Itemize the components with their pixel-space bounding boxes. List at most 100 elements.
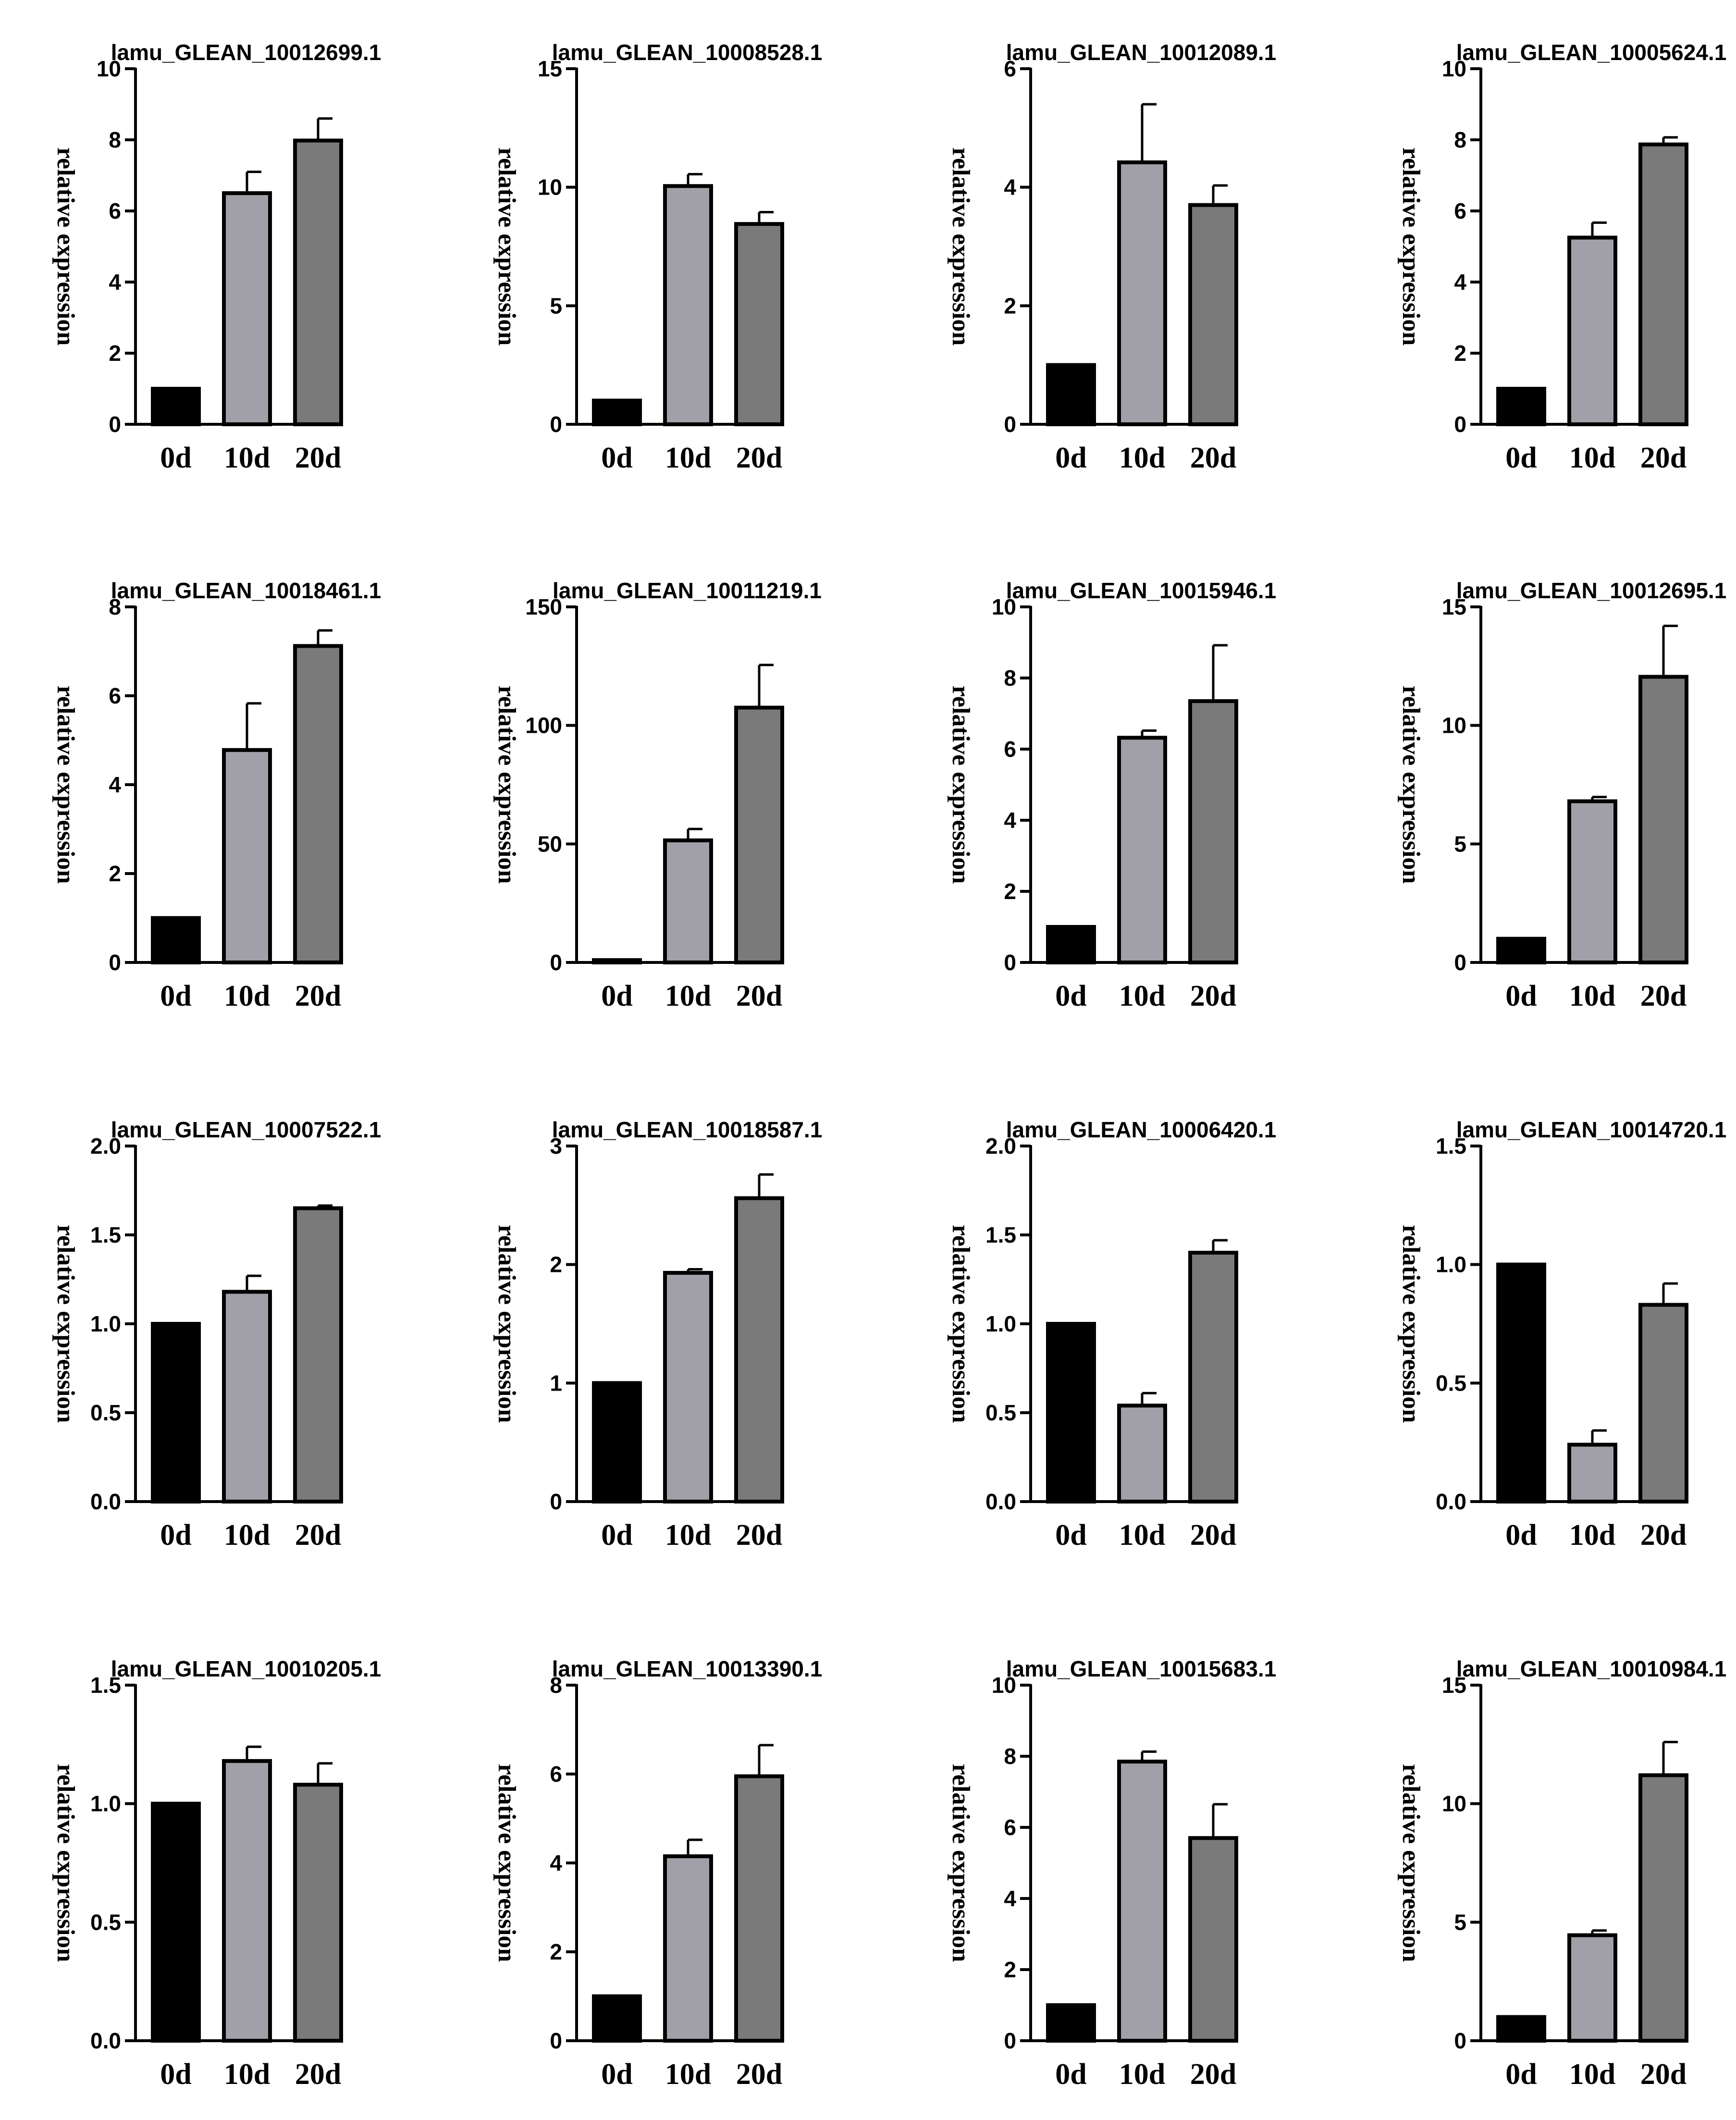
y-tick-label: 6 [1004, 1815, 1016, 1840]
y-tick-label: 1.5 [90, 1222, 121, 1247]
x-tick-label-20d: 20d [295, 1519, 341, 1552]
x-tick-label-10d: 10d [1569, 442, 1615, 474]
x-tick-label-20d: 20d [1190, 980, 1236, 1012]
y-tick-label: 8 [550, 1673, 562, 1698]
y-tick-label: 0 [550, 2028, 562, 2053]
x-tick-label-10d: 10d [224, 980, 270, 1012]
y-tick-label: 4 [550, 1850, 562, 1875]
y-axis-label: relative expression [1397, 686, 1425, 884]
bar-10d [222, 1759, 272, 2043]
chart-title: lamu_GLEAN_10018461.1 [111, 578, 382, 603]
bar-20d [734, 1196, 784, 1504]
x-tick-label-20d: 20d [1640, 2058, 1687, 2091]
y-axis-label: relative expression [1397, 1225, 1425, 1423]
x-tick-label-20d: 20d [1190, 2058, 1236, 2091]
bar-0d [151, 916, 201, 964]
chart-panel-6: lamu_GLEAN_10011219.1 relative expression… [493, 578, 822, 1012]
x-tick-label-0d: 0d [1505, 442, 1537, 474]
y-tick-label: 3 [550, 1134, 562, 1159]
y-tick-label: 15 [538, 56, 562, 81]
bar-20d [293, 138, 343, 427]
chart-title: lamu_GLEAN_10011219.1 [553, 578, 822, 603]
y-tick-label: 4 [1004, 1886, 1016, 1911]
bar-20d [1638, 142, 1688, 426]
y-tick-label: 5 [550, 293, 562, 318]
chart-panel-13: lamu_GLEAN_10010205.1 relative expression… [52, 1656, 381, 2091]
chart-panel-11: lamu_GLEAN_10006420.1 relative expression… [947, 1117, 1276, 1552]
y-tick-label: 0 [1004, 412, 1016, 437]
y-tick-label: 0 [1004, 950, 1016, 975]
y-axis-label: relative expression [52, 148, 79, 346]
y-tick-label: 1.5 [1436, 1134, 1466, 1159]
y-axis-label: relative expression [52, 1764, 79, 1962]
y-tick-label: 6 [1004, 737, 1016, 762]
y-tick-label: 6 [550, 1762, 562, 1787]
x-tick-label-20d: 20d [736, 2058, 782, 2091]
bar-20d [1638, 675, 1688, 964]
bar-0d [1046, 925, 1096, 964]
y-tick-label: 4 [109, 772, 121, 797]
chart-title: lamu_GLEAN_10008528.1 [552, 40, 823, 65]
bar-10d [222, 748, 272, 964]
chart-panel-3: lamu_GLEAN_10012089.1 relative expression… [947, 40, 1276, 474]
y-tick-label: 0 [1454, 412, 1466, 437]
bar-10d [1117, 160, 1167, 427]
y-axis-label: relative expression [947, 1764, 974, 1962]
x-tick-label-0d: 0d [1505, 980, 1537, 1012]
y-tick-label: 0.5 [1436, 1370, 1466, 1395]
x-tick-label-20d: 20d [295, 442, 341, 474]
y-tick-label: 10 [1442, 1791, 1466, 1816]
y-tick-label: 0.0 [90, 1489, 121, 1514]
bar-10d [663, 1270, 713, 1504]
bar-0d [151, 387, 201, 426]
bar-20d [1188, 1836, 1238, 2043]
y-axis-label: relative expression [947, 1225, 974, 1423]
y-tick-label: 0 [550, 950, 562, 975]
chart-panel-14: lamu_GLEAN_10013390.1 relative expression… [493, 1656, 822, 2091]
bar-0d [592, 1381, 642, 1504]
y-tick-label: 6 [1454, 198, 1466, 223]
y-tick-label: 6 [109, 198, 121, 223]
y-tick-label: 0 [550, 1489, 562, 1514]
chart-panel-10: lamu_GLEAN_10018587.1 relative expression… [493, 1117, 822, 1552]
x-tick-label-0d: 0d [601, 1519, 632, 1552]
y-tick-label: 10 [97, 56, 121, 81]
bar-20d [1638, 1773, 1688, 2043]
y-tick-label: 4 [1454, 270, 1466, 295]
x-tick-label-10d: 10d [665, 980, 711, 1012]
bar-0d [1496, 2015, 1546, 2043]
bar-20d [1188, 699, 1238, 964]
chart-panel-4: lamu_GLEAN_10005624.1 relative expression… [1397, 40, 1726, 474]
bar-10d [222, 191, 272, 426]
chart-title: lamu_GLEAN_10014720.1 [1456, 1117, 1727, 1142]
bar-10d [663, 184, 713, 426]
y-tick-label: 1.0 [985, 1311, 1016, 1336]
x-tick-label-10d: 10d [1119, 980, 1165, 1012]
y-tick-label: 4 [109, 270, 121, 295]
y-tick-label: 2 [1004, 1957, 1016, 1982]
x-tick-label-10d: 10d [1569, 980, 1615, 1012]
y-tick-label: 0.0 [90, 2028, 121, 2053]
chart-title: lamu_GLEAN_10012695.1 [1456, 578, 1727, 603]
chart-title: lamu_GLEAN_10012699.1 [111, 40, 382, 65]
bar-0d [151, 1801, 201, 2043]
chart-panel-16: lamu_GLEAN_10010984.1 relative expression… [1397, 1656, 1726, 2091]
x-tick-label-10d: 10d [224, 2058, 270, 2091]
y-tick-label: 2 [109, 341, 121, 366]
chart-title: lamu_GLEAN_10018587.1 [552, 1117, 823, 1142]
y-axis-label: relative expression [493, 1225, 520, 1423]
chart-panel-8: lamu_GLEAN_10012695.1 relative expression… [1397, 578, 1726, 1012]
x-tick-label-10d: 10d [224, 1519, 270, 1552]
y-tick-label: 0.5 [985, 1400, 1016, 1425]
x-tick-label-10d: 10d [224, 442, 270, 474]
y-tick-label: 0.0 [985, 1489, 1016, 1514]
x-tick-label-10d: 10d [1119, 1519, 1165, 1552]
x-tick-label-20d: 20d [1640, 980, 1687, 1012]
y-tick-label: 1.0 [1436, 1252, 1466, 1277]
bar-0d [1496, 937, 1546, 964]
chart-panel-12: lamu_GLEAN_10014720.1 relative expression… [1397, 1117, 1726, 1552]
x-tick-label-10d: 10d [665, 1519, 711, 1552]
chart-title: lamu_GLEAN_10005624.1 [1456, 40, 1727, 65]
y-tick-label: 8 [1004, 1744, 1016, 1769]
